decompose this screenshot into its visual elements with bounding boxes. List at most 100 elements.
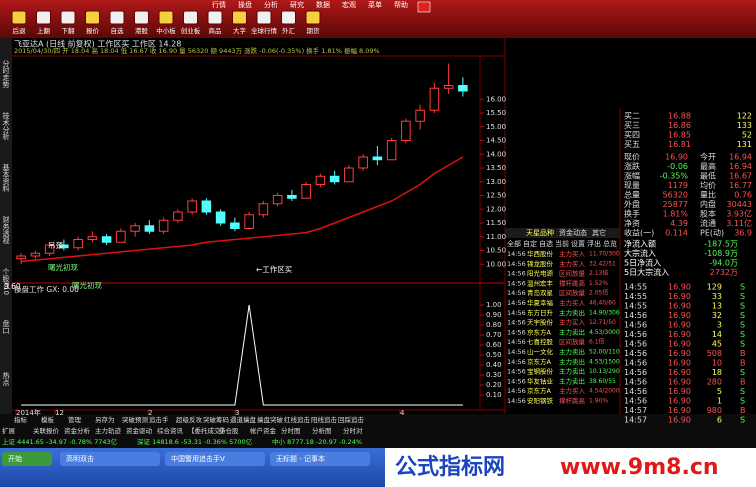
toolbar-icon[interactable] [207,10,223,25]
tick-time: 14:55 [624,292,647,301]
bottom-tab[interactable]: 【委托成交】 [188,426,227,435]
tick-time: 14:56 [624,359,647,368]
quote-value: -0.06 [667,162,688,171]
tick-side: S [740,330,745,339]
candle-body [386,140,397,161]
bottom-tab[interactable]: 另存为 [95,415,115,424]
tick-price: 16.90 [668,378,691,387]
bottom-tab[interactable]: 擒盘突破 [257,415,284,424]
flow-label: 5日大宗流入 [624,267,669,277]
bottom-tab[interactable]: 阳线追击 [311,415,338,424]
monitor-stock: 华西股份 [527,249,554,258]
y-tick-label: 15.50 [486,109,506,117]
toolbar-icon[interactable] [36,10,51,25]
bottom-tab[interactable]: 帐户资金 [250,426,277,435]
y-tick-label: 14.50 [486,137,506,145]
toolbar-icon[interactable] [305,10,321,25]
candle-body [358,156,368,169]
monitor-detail: 4.53/3000 [589,329,620,336]
bid-volume: 122 [737,112,752,121]
bottom-tab[interactable]: 遇道擒盘 [230,415,257,424]
monitor-tab: 资金动态 [559,228,587,237]
toolbar-icon[interactable] [232,10,247,25]
quote-value: 1.81% [663,210,689,219]
toolbar-icon[interactable] [281,10,296,25]
tick-volume: 10 [712,359,722,368]
toolbar-button: 全球行情 [251,26,278,35]
toolbar-button: 期货 [307,26,321,35]
taskbar-item[interactable] [60,452,160,466]
candle-body [301,184,311,199]
taskbar-item[interactable] [2,452,52,466]
monitor-time: 14:56 [507,377,526,385]
toolbar-icon[interactable] [256,10,272,25]
monitor-event: 主力卖出 [559,347,585,356]
monitor-event: 主力买入 [559,298,586,307]
close-button[interactable] [417,1,431,13]
bid-label: 买三 [624,121,640,130]
tick-volume: 14 [712,330,722,339]
menu-item: 操盘 [238,0,252,9]
x-tick-label: 2 [148,409,152,417]
quote-label: 总量 [624,190,640,200]
taskbar-item[interactable] [270,452,370,466]
candle-body [187,200,197,213]
candle-body [130,225,140,232]
toolbar-icon[interactable] [60,10,76,25]
bottom-tab[interactable]: 突破预测 [122,415,149,424]
tick-side: B [740,349,746,358]
index-status: 上证 4441.65 -34.97 -0.78% 7743亿 [2,437,118,446]
y-tick-label: 10.00 [486,260,506,268]
monitor-event: 主力买入 [559,249,586,258]
monitor-stock: 天宇股份 [527,318,554,327]
bottom-tab[interactable]: 模板 [41,415,55,424]
bid-label: 买四 [624,131,640,140]
bottom-tab[interactable]: 红线追击 [284,415,311,424]
toolbar-icon[interactable] [183,10,198,25]
bottom-tab[interactable]: 分时图 [281,426,301,435]
bottom-tab[interactable]: 主力轨迹 [95,426,122,435]
y-tick-label: 0.50 [486,351,502,359]
tick-volume: 508 [707,349,722,358]
bottom-tab[interactable]: 综合资讯 [157,426,184,435]
chart-info: 2015/04/30/四 开 18.04 高 18.04 低 16.67 收 1… [14,46,380,55]
bottom-tab[interactable]: 管理 [68,415,82,424]
toolbar-button: 外汇 [282,26,296,35]
toolbar-icon[interactable] [158,10,174,25]
bottom-tab[interactable]: 关联报价 [33,426,60,435]
flow-value: -108.9万 [704,249,738,258]
bottom-tab[interactable]: 扩展 [2,426,16,435]
bottom-tab[interactable]: 持仓股 [219,426,239,435]
bottom-tab[interactable]: 超级反攻 [176,415,203,424]
tick-volume: 6 [717,416,722,425]
y-tick-label: 0.80 [486,321,502,329]
toolbar-icon[interactable] [11,10,27,25]
side-tab: 个股F10 [2,268,10,295]
toolbar-button: 后退 [13,26,27,35]
bottom-tab[interactable]: 回踩追击 [338,415,365,424]
bottom-tab[interactable]: 追击手 [149,415,169,424]
monitor-stock: 山一文化 [527,347,554,356]
bottom-tab[interactable]: 资金分析 [64,426,91,435]
monitor-time: 14:56 [507,250,526,258]
toolbar-icon[interactable] [134,10,149,25]
tick-side: S [740,368,745,377]
bottom-tab[interactable]: 分析图 [312,426,332,435]
bottom-tab[interactable]: 资金驱动 [126,426,153,435]
bottom-tab[interactable]: 指标 [14,415,28,424]
bid-volume: 131 [737,140,752,149]
bottom-tab[interactable]: 突破筹码 [203,415,230,424]
taskbar-item[interactable] [165,452,265,466]
toolbar-icon[interactable] [85,10,100,25]
monitor-event: 撑杆跳高 [559,278,586,287]
monitor-stock: 京东方A [527,386,552,395]
monitor-event: 区间放量 [559,269,586,278]
bid-label: 买二 [624,112,640,121]
bottom-tab[interactable]: 分时对 [343,426,363,435]
tick-volume: 33 [712,292,722,301]
quote-label: 现量 [624,181,640,190]
candle-body [101,236,112,243]
tick-time: 14:55 [624,283,647,292]
toolbar-icon[interactable] [109,10,125,25]
monitor-stock: 温州宏丰 [527,278,554,287]
